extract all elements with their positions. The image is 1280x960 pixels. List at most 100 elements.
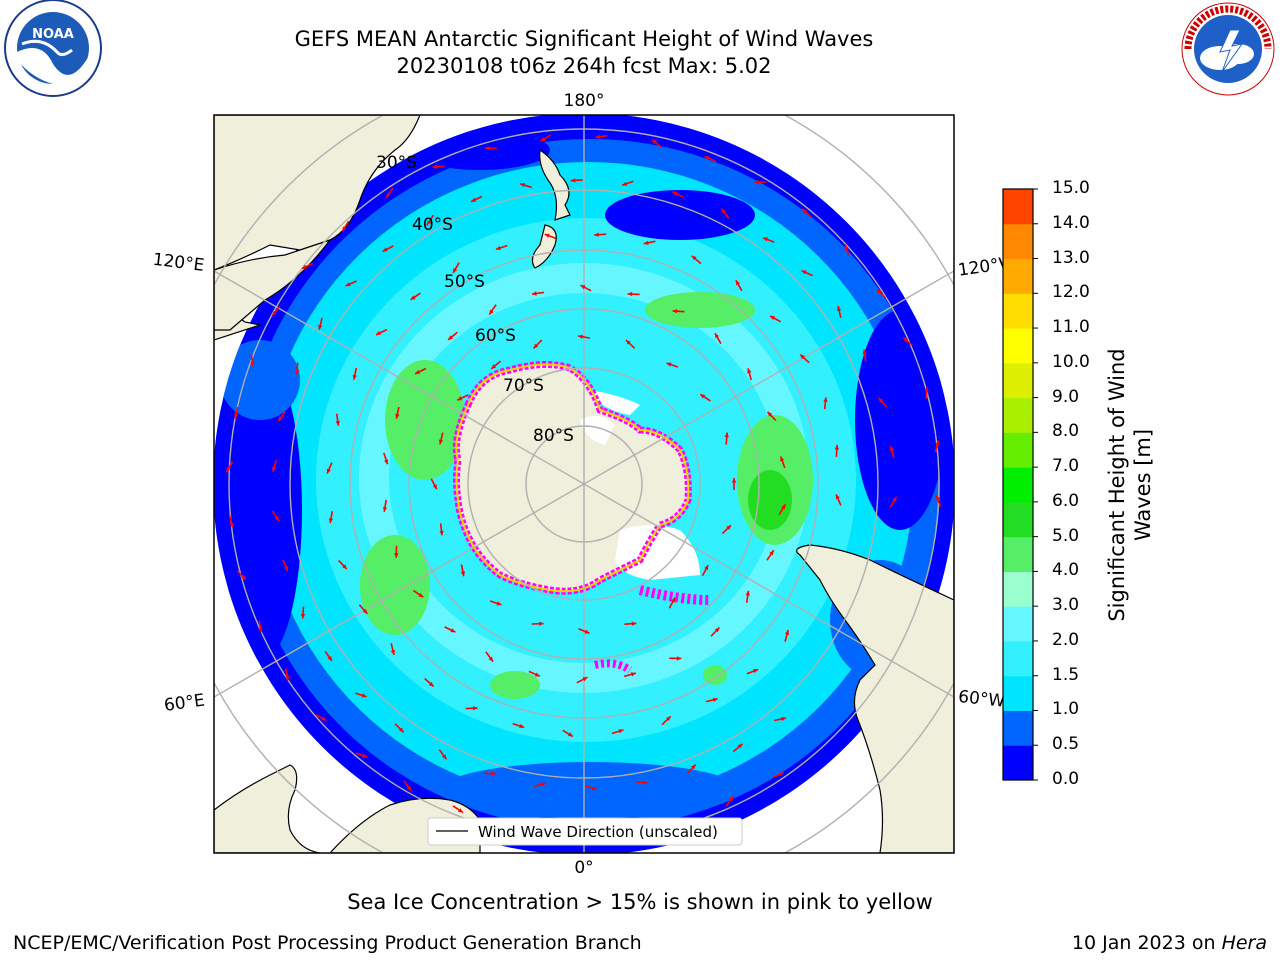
colorbar-tick-label: 5.0 xyxy=(1052,525,1080,546)
wave-arrow-head xyxy=(704,156,710,161)
colorbar-tick-label: 0.0 xyxy=(1052,769,1080,789)
colorbar-segment xyxy=(1003,362,1033,399)
colorbar-segment xyxy=(1003,328,1033,364)
colorbar-tick-label: 7.0 xyxy=(1052,456,1080,477)
wave-arrow-head xyxy=(335,420,340,426)
latitude-labels: 30°S 40°S 50°S 60°S 70°S 80°S xyxy=(376,153,574,446)
colorbar-tick-label: 6.0 xyxy=(1052,490,1080,511)
noaa-logo-text: NOAA xyxy=(32,27,74,42)
wave-arrow-head xyxy=(484,146,490,151)
lon-label-120e: 120°E xyxy=(152,250,206,276)
wave-arrow-head xyxy=(778,772,784,777)
wave-arrow-head xyxy=(301,264,307,269)
wave-arrow-head xyxy=(924,386,929,392)
wave-arrow-head xyxy=(488,656,493,662)
wave-arrow-head xyxy=(580,285,586,290)
wave-arrow-head xyxy=(781,716,786,722)
wave-arrow-head xyxy=(539,621,544,626)
colorbar-segment xyxy=(1003,571,1033,607)
wave-arrow-head xyxy=(802,208,807,214)
wave-arrow-head xyxy=(728,796,734,802)
colorbar-segment xyxy=(1003,675,1033,711)
wave-arrow-head xyxy=(892,496,897,502)
wave-arrow-head xyxy=(582,677,588,682)
lon-label-60e: 60°E xyxy=(163,690,206,715)
wave-arrow-head xyxy=(567,732,573,737)
wave-arrow-head xyxy=(835,494,840,500)
colorbar-segment xyxy=(1003,536,1033,572)
colorbar-tick-label: 1.5 xyxy=(1052,664,1080,685)
wave-arrow-head xyxy=(432,164,438,169)
colorbar-segment xyxy=(1003,501,1033,538)
wave-arrow-head xyxy=(491,771,497,776)
date-text: 10 Jan 2023 on Hera xyxy=(1072,932,1267,954)
colorbar-segment xyxy=(1003,710,1033,746)
wave-arrow-head xyxy=(406,785,412,791)
wave-arrow-head xyxy=(666,716,671,721)
colorbar-tick-label: 10.0 xyxy=(1052,351,1090,372)
wave-arrow-head xyxy=(876,289,882,294)
wave-arrow-head xyxy=(767,411,773,417)
wave-arrow-head xyxy=(715,333,720,339)
wave-arrow-head xyxy=(382,247,388,252)
wave-arrow-head xyxy=(595,134,601,139)
wave-arrow-head xyxy=(724,432,729,438)
wave-arrow-head xyxy=(450,628,456,633)
colorbar-segment xyxy=(1003,467,1033,503)
colorbar-tick-label: 15.0 xyxy=(1052,178,1090,198)
colorbar-tick-label: 8.0 xyxy=(1052,421,1080,442)
wave-arrow-head xyxy=(541,782,546,787)
wave-arrow-head xyxy=(763,237,768,242)
lat-label-60: 60°S xyxy=(475,326,516,346)
wave-arrow-head xyxy=(801,270,807,275)
wave-arrow-head xyxy=(691,255,697,261)
wave-arrow-head xyxy=(240,574,246,580)
wave-arrow-head xyxy=(591,786,597,791)
chart-title: GEFS MEAN Antarctic Significant Height o… xyxy=(294,27,874,51)
wave-arrow-head xyxy=(594,232,599,237)
wave-arrow-head xyxy=(770,316,776,321)
lat-label-70: 70°S xyxy=(503,376,544,396)
wave-arrow-head xyxy=(712,697,718,702)
wave-arrow-head xyxy=(643,780,649,785)
wave-arrow-head xyxy=(448,335,453,340)
wave-arrow-head xyxy=(714,627,720,633)
wave-arrow-head xyxy=(321,716,327,721)
credit-text: NCEP/EMC/Verification Post Processing Pr… xyxy=(13,932,642,954)
wave-arrow-head xyxy=(837,306,842,311)
wave-arrow-head xyxy=(737,743,743,749)
lat-label-80: 80°S xyxy=(533,426,574,446)
lat-label-40: 40°S xyxy=(412,215,453,235)
wave-arrow-head xyxy=(415,369,421,374)
wave-arrow-head xyxy=(258,627,263,633)
colorbar-tick-label: 3.0 xyxy=(1052,595,1080,616)
wave-arrow-head xyxy=(428,681,434,687)
sea-ice-note: Sea Ice Concentration > 15% is shown in … xyxy=(347,890,933,914)
wave-arrow-head xyxy=(426,220,432,226)
wave-arrow-head xyxy=(458,808,463,813)
wave-arrow-head xyxy=(453,267,458,273)
wave-arrow-head xyxy=(747,368,752,374)
wave-arrow-head xyxy=(903,337,909,342)
lon-label-60w: 60°W xyxy=(957,687,1006,712)
wind-wave-arrows xyxy=(225,134,942,834)
wave-arrow-head xyxy=(460,571,466,577)
wave-arrow-head xyxy=(390,650,396,655)
colorbar-segment xyxy=(1003,432,1033,468)
longitude-labels: 180° 0° 120°E 60°E 120°W 60°W xyxy=(152,91,1017,878)
colorbar-tick-label: 1.0 xyxy=(1052,699,1080,720)
wave-arrow-head xyxy=(700,394,706,399)
wave-arrow-head xyxy=(272,311,277,316)
wave-arrow-head xyxy=(544,233,550,238)
machine-name: Hera xyxy=(1221,932,1267,954)
wave-arrow-head xyxy=(471,197,477,202)
legend-label: Wind Wave Direction (unscaled) xyxy=(478,823,718,841)
wave-arrow-head xyxy=(362,753,368,758)
wave-arrow-head xyxy=(532,291,537,296)
wave-arrow-head xyxy=(666,362,672,367)
colorbar-tick-label: 12.0 xyxy=(1052,282,1090,303)
wave-arrow-head xyxy=(496,601,502,606)
wave-arrow-head xyxy=(781,504,786,510)
wave-arrow-head xyxy=(376,330,381,335)
